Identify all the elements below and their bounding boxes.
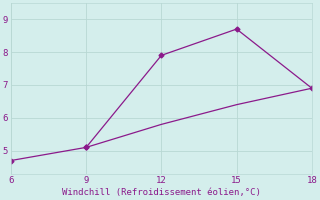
X-axis label: Windchill (Refroidissement éolien,°C): Windchill (Refroidissement éolien,°C): [62, 188, 261, 197]
